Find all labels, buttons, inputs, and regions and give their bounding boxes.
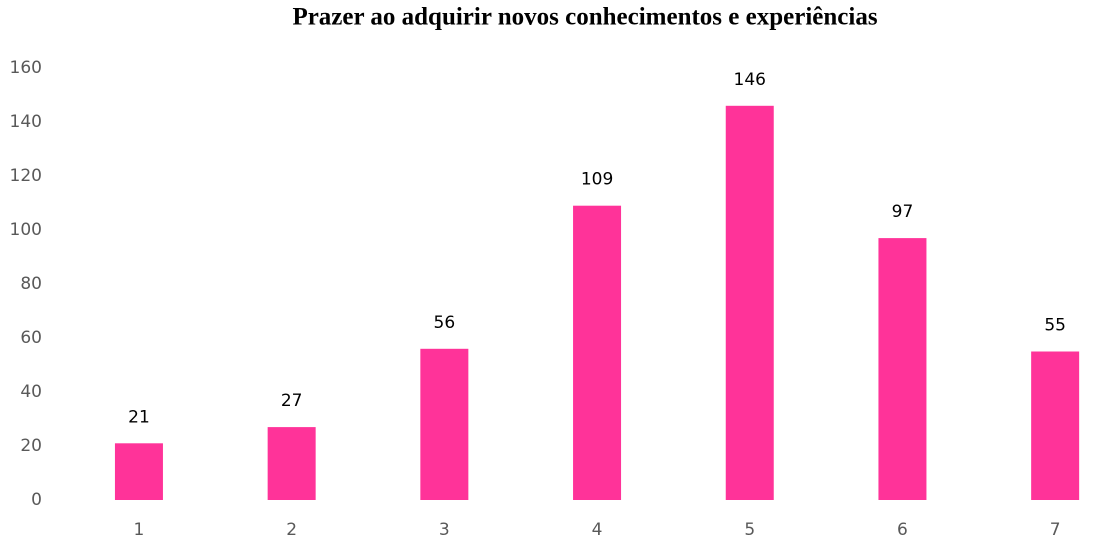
value-label: 109 bbox=[581, 170, 613, 190]
y-tick-label: 40 bbox=[20, 382, 42, 402]
y-tick-label: 60 bbox=[20, 328, 42, 348]
value-label: 27 bbox=[281, 391, 303, 411]
x-tick-label: 1 bbox=[134, 520, 145, 540]
bar bbox=[878, 238, 927, 500]
x-tick-label: 6 bbox=[897, 520, 908, 540]
y-tick-label: 100 bbox=[10, 220, 42, 240]
bar bbox=[114, 443, 163, 500]
chart-title: Prazer ao adquirir novos conhecimentos e… bbox=[292, 4, 877, 31]
x-tick-label: 5 bbox=[744, 520, 755, 540]
value-label: 56 bbox=[434, 313, 456, 333]
value-label: 146 bbox=[734, 70, 766, 90]
bar bbox=[573, 205, 622, 500]
value-label: 21 bbox=[128, 407, 150, 427]
y-tick-label: 160 bbox=[10, 58, 42, 78]
y-tick-label: 0 bbox=[31, 490, 42, 510]
y-tick-label: 20 bbox=[20, 436, 42, 456]
value-label: 97 bbox=[892, 202, 914, 222]
bar bbox=[420, 348, 469, 500]
x-tick-label: 7 bbox=[1050, 520, 1061, 540]
bar bbox=[725, 105, 774, 501]
bar bbox=[1031, 351, 1080, 500]
bar bbox=[267, 427, 316, 500]
x-tick-label: 4 bbox=[592, 520, 603, 540]
value-label: 55 bbox=[1044, 316, 1066, 336]
x-tick-label: 2 bbox=[286, 520, 297, 540]
x-tick-label: 3 bbox=[439, 520, 450, 540]
y-tick-label: 140 bbox=[10, 112, 42, 132]
y-tick-label: 80 bbox=[20, 274, 42, 294]
y-tick-label: 120 bbox=[10, 166, 42, 186]
